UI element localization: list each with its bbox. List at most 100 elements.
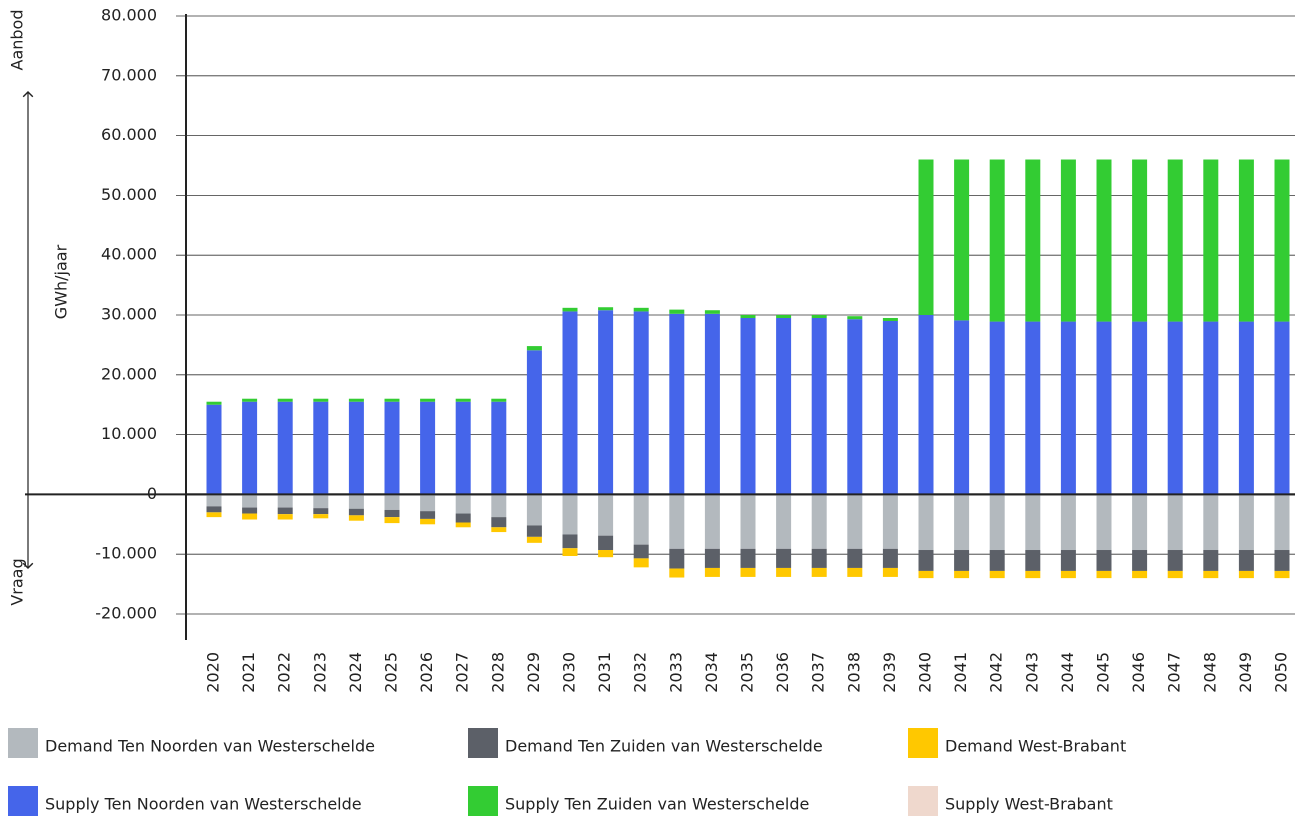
bar-segment — [384, 398, 400, 402]
bar-segment — [954, 494, 970, 551]
bar-segment — [918, 315, 934, 495]
x-tick-label: 2038 — [844, 652, 863, 693]
bar-segment — [313, 508, 329, 515]
x-tick-label: 2026 — [417, 652, 436, 693]
bar-segment — [242, 401, 258, 495]
bar-segment — [1203, 159, 1219, 322]
bar-segment — [491, 527, 507, 533]
bar-segment — [1025, 159, 1041, 322]
bar-segment — [669, 548, 685, 569]
bar-segment — [811, 315, 827, 318]
bar-segment — [882, 494, 898, 549]
bar-segment — [847, 548, 863, 568]
bar-segment — [776, 567, 792, 577]
bar-segment — [384, 494, 400, 510]
bar-segment — [776, 548, 792, 568]
legend-label: Demand Ten Zuiden van Westerschelde — [505, 737, 823, 756]
bar-segment — [776, 317, 792, 495]
bar-segment — [918, 570, 934, 579]
bar-segment — [1167, 570, 1183, 579]
y-axis-label: GWh/jaar — [52, 244, 71, 319]
bar-segment — [562, 534, 578, 549]
legend-label: Demand West-Brabant — [945, 737, 1126, 756]
bar-segment — [206, 512, 222, 518]
bar-segment — [526, 525, 542, 537]
bar-segment — [526, 494, 542, 526]
bar-segment — [1096, 159, 1112, 322]
x-tick-label: 2032 — [631, 652, 650, 693]
bar-segment — [562, 548, 578, 556]
bar-segment — [562, 494, 578, 535]
bar-segment — [918, 494, 934, 551]
x-tick-label: 2027 — [453, 652, 472, 693]
bar-segment — [206, 506, 222, 513]
bar-segment — [420, 401, 436, 495]
bar-segment — [206, 401, 222, 405]
x-tick-label: 2035 — [738, 652, 757, 693]
bar-segment — [954, 570, 970, 579]
bar-segment — [1238, 159, 1254, 322]
x-tick-label: 2042 — [987, 652, 1006, 693]
bar-segment — [491, 398, 507, 402]
x-tick-label: 2029 — [524, 652, 543, 693]
bar-segment — [491, 401, 507, 495]
bar-segment — [313, 398, 329, 402]
bar-segment — [1167, 550, 1183, 571]
x-tick-label: 2043 — [1022, 652, 1041, 693]
bar-segment — [847, 567, 863, 577]
bar-segment — [1274, 550, 1290, 571]
bar-segment — [1238, 570, 1254, 579]
bar-segment — [242, 507, 258, 514]
bar-segment — [455, 494, 471, 514]
bar-segment — [1203, 570, 1219, 579]
legend-swatch — [908, 786, 938, 816]
y-tick-label: 80.000 — [101, 6, 157, 25]
bar-segment — [1025, 494, 1041, 551]
bar-segment — [669, 313, 685, 495]
bar-segment — [633, 311, 649, 495]
y-tick-label: 50.000 — [101, 185, 157, 204]
bar-segment — [954, 550, 970, 571]
bar-segment — [1203, 321, 1219, 495]
bar-segment — [598, 535, 614, 551]
x-tick-label: 2045 — [1094, 652, 1113, 693]
bar-segment — [882, 567, 898, 577]
y-tick-label: 30.000 — [101, 305, 157, 324]
bar-segment — [1060, 321, 1076, 495]
x-tick-label: 2021 — [239, 652, 258, 693]
bar-segment — [989, 550, 1005, 571]
bar-segment — [882, 548, 898, 568]
bar-segment — [348, 515, 364, 521]
bar-segment — [811, 567, 827, 577]
legend-label: Supply Ten Zuiden van Westerschelde — [505, 795, 809, 814]
bar-segment — [1025, 550, 1041, 571]
bar-segment — [740, 548, 756, 568]
legend-swatch — [468, 786, 498, 816]
bar-segment — [1132, 321, 1148, 495]
bar-segment — [918, 159, 934, 315]
x-tick-label: 2023 — [310, 652, 329, 693]
bar-segment — [847, 316, 863, 320]
bar-segment — [455, 398, 471, 402]
x-tick-label: 2028 — [488, 652, 507, 693]
bar-segment — [598, 550, 614, 558]
x-tick-label: 2048 — [1200, 652, 1219, 693]
bar-segment — [348, 494, 364, 509]
bar-segment — [313, 494, 329, 509]
bar-segment — [455, 522, 471, 528]
bar-segment — [1132, 550, 1148, 571]
y-tick-label: 60.000 — [101, 125, 157, 144]
bar-segment — [1274, 321, 1290, 495]
bar-segment — [1167, 494, 1183, 551]
bar-segment — [420, 494, 436, 512]
bar-segment — [811, 548, 827, 568]
bar-segment — [455, 401, 471, 495]
x-tick-label: 2047 — [1165, 652, 1184, 693]
x-tick-label: 2024 — [346, 652, 365, 693]
bar-segment — [740, 317, 756, 495]
bar-segment — [1274, 570, 1290, 579]
bar-segment — [633, 558, 649, 568]
bar-segment — [348, 401, 364, 495]
x-tick-label: 2030 — [560, 652, 579, 693]
x-tick-label: 2034 — [702, 652, 721, 693]
